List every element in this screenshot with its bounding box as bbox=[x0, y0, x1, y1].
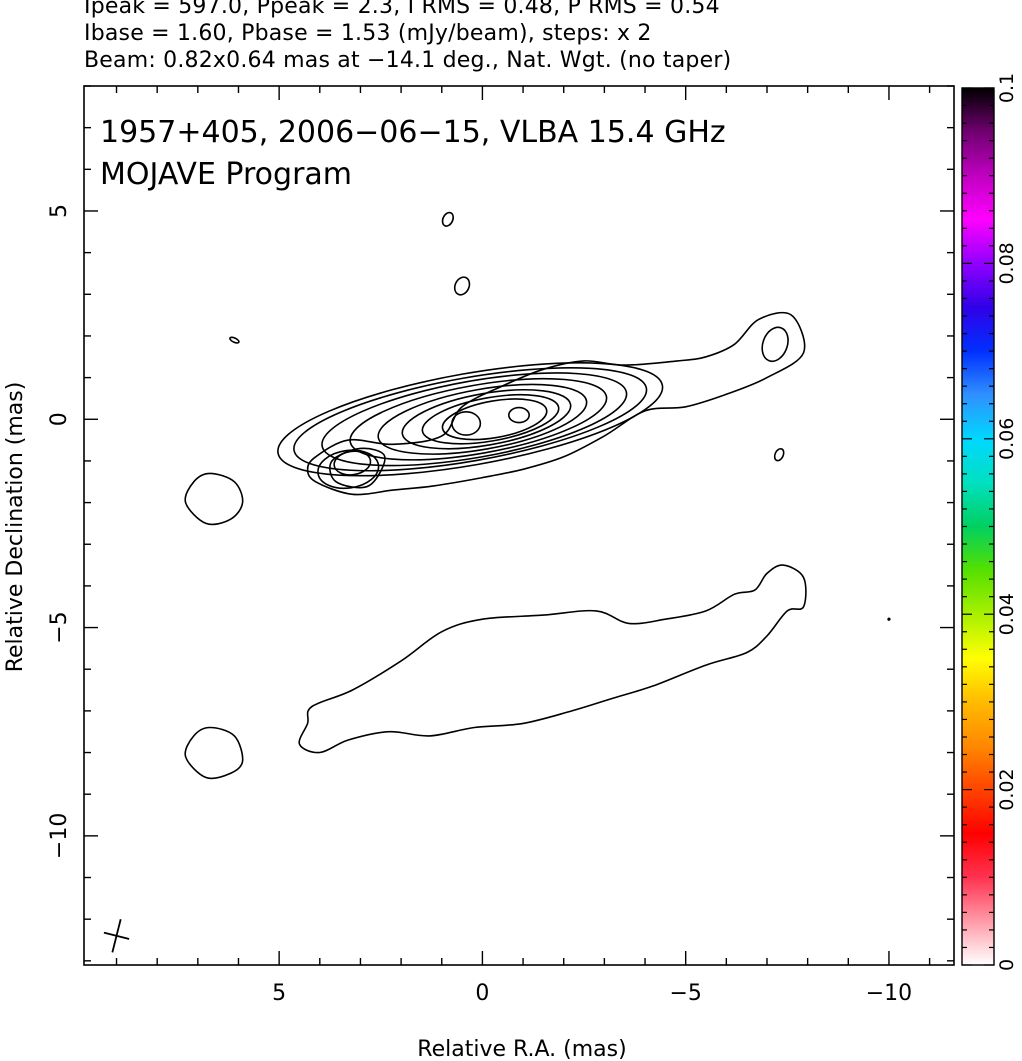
contour-core-level bbox=[293, 367, 648, 472]
y-tick-label: −10 bbox=[47, 813, 72, 859]
contour-core-level bbox=[377, 383, 588, 455]
contour-small-blob bbox=[229, 336, 240, 344]
x-tick-label: −10 bbox=[866, 981, 912, 1006]
colorbar: 0 0.02 0.04 0.06 0.08 0.1 bbox=[961, 73, 1018, 971]
contour-jet-outer bbox=[306, 311, 806, 496]
colorbar-label: 0.1 bbox=[996, 73, 1018, 103]
contour-small-blob bbox=[441, 211, 454, 227]
chart-subtitle: MOJAVE Program bbox=[100, 157, 352, 192]
contour-peak bbox=[508, 406, 530, 424]
header-beam-line: Beam: 0.82x0.64 mas at −14.1 deg., Nat. … bbox=[84, 48, 732, 73]
contour-side-blob bbox=[184, 472, 244, 526]
colorbar-label: 0 bbox=[996, 959, 1018, 971]
contour-small-blob bbox=[453, 276, 471, 296]
contour-small-blob bbox=[887, 617, 891, 621]
contour-core-level bbox=[401, 389, 572, 450]
contour-core-level bbox=[441, 398, 548, 441]
plot-frame bbox=[83, 85, 955, 966]
contour-core-level bbox=[277, 362, 664, 477]
contour-core-level bbox=[349, 377, 608, 461]
contour-west-knot bbox=[761, 326, 789, 363]
contour-east-knot bbox=[333, 450, 372, 476]
contour-peak bbox=[451, 410, 482, 436]
y-tick-label: −5 bbox=[47, 611, 72, 643]
x-tick-label: 5 bbox=[272, 981, 286, 1006]
y-axis-title: Relative Declination (mas) bbox=[3, 382, 28, 673]
chart-title: 1957+405, 2006−06−15, VLBA 15.4 GHz bbox=[100, 115, 726, 150]
beam-marker bbox=[103, 919, 130, 953]
colorbar-gradient bbox=[961, 87, 995, 966]
contour-jet-inner bbox=[329, 447, 386, 489]
contour-small-blob bbox=[773, 447, 785, 462]
contour-group bbox=[184, 211, 891, 780]
x-tick-label: −5 bbox=[669, 981, 701, 1006]
x-tick-label: 0 bbox=[475, 981, 489, 1006]
contour-core-level bbox=[321, 372, 628, 467]
colorbar-label: 0.04 bbox=[996, 593, 1018, 635]
axis-ticks bbox=[84, 85, 954, 965]
axis-tick-labels: 5 0 −5 −10 5 0 −5 −10 bbox=[47, 204, 912, 1006]
contour-lower-band bbox=[298, 564, 807, 754]
colorbar-label: 0.02 bbox=[996, 768, 1018, 810]
x-axis-title: Relative R.A. (mas) bbox=[417, 1037, 626, 1061]
colorbar-label: 0.06 bbox=[996, 418, 1018, 460]
header-base-line: Ibase = 1.60, Pbase = 1.53 (mJy/beam), s… bbox=[84, 21, 652, 46]
contour-side-blob bbox=[184, 726, 244, 780]
contour-core-level bbox=[421, 393, 560, 445]
y-tick-label: 5 bbox=[47, 204, 72, 218]
plot-area bbox=[83, 85, 955, 966]
y-tick-label: 0 bbox=[47, 412, 72, 426]
colorbar-label: 0.08 bbox=[996, 242, 1018, 284]
beam-minor-axis bbox=[103, 931, 130, 940]
header-stats-line: Ipeak = 597.0, Ppeak = 2.3, I RMS = 0.48… bbox=[84, 0, 720, 19]
